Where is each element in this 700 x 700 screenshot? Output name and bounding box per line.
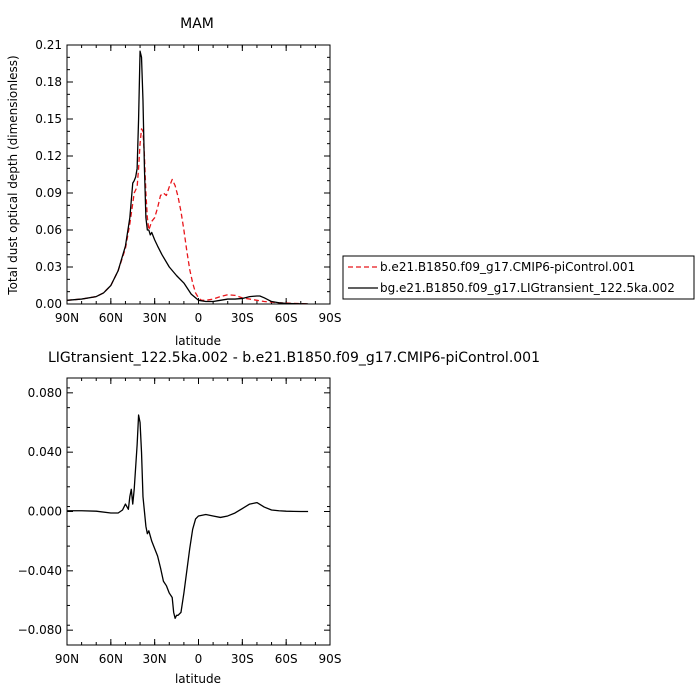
bottom-x-tick-label: 30S (231, 652, 254, 666)
top-x-tick-label: 60S (275, 311, 298, 325)
top-series-group (66, 50, 309, 305)
top-x-axis-label: latitude (175, 334, 221, 348)
top-y-tick-label: 0.18 (35, 75, 62, 89)
bottom-series-group (67, 414, 309, 619)
legend: b.e21.B1850.f09_g17.CMIP6-piControl.001 … (342, 255, 695, 300)
top-x-tick-label: 30S (231, 311, 254, 325)
bottom-y-tick-label: −0.080 (18, 623, 62, 637)
top-plot-frame (66, 44, 331, 305)
bottom-x-tick-label: 30N (143, 652, 167, 666)
bottom-y-tick-label: 0.080 (28, 386, 62, 400)
top-y-ticks: 0.00 0.03 0.06 0.09 0.12 0.15 0.18 0.21 (35, 38, 330, 311)
bottom-y-tick-label: 0.040 (28, 445, 62, 459)
bottom-y-tick-label: −0.040 (18, 564, 62, 578)
top-y-tick-label: 0.00 (35, 297, 62, 311)
top-series-line-bg-e21-b1850-f09-g17-ligtransient-122-5ka-002 (66, 50, 309, 305)
bottom-y-ticks: −0.080 −0.040 0.000 0.040 0.080 (18, 386, 330, 646)
top-x-tick-label: 0 (195, 311, 203, 325)
top-y-tick-label: 0.21 (35, 38, 62, 52)
top-x-tick-label: 30N (143, 311, 167, 325)
top-y-tick-label: 0.09 (35, 186, 62, 200)
bottom-panel: LIGtransient_122.5ka.002 - b.e21.B1850.f… (18, 350, 540, 686)
bottom-panel-title: LIGtransient_122.5ka.002 - b.e21.B1850.f… (48, 350, 540, 366)
bottom-series-line-series-0 (67, 414, 309, 619)
legend-label-picontrol: b.e21.B1850.f09_g17.CMIP6-piControl.001 (380, 260, 635, 274)
top-y-axis-label: Total dust optical depth (dimensionless) (6, 55, 20, 295)
top-x-tick-label: 60N (99, 311, 123, 325)
bottom-x-tick-label: 60S (275, 652, 298, 666)
bottom-y-tick-label: 0.000 (28, 505, 62, 519)
top-panel-title: MAM (180, 16, 214, 32)
top-x-ticks: 90N 60N 30N 0 30S 60S 90S (55, 45, 342, 325)
top-y-tick-label: 0.12 (35, 149, 62, 163)
top-panel: MAM 90N 60N 30N 0 30S 60S 90S 0.00 0.03 0.06 0.09… (6, 16, 341, 348)
top-y-tick-label: 0.15 (35, 112, 62, 126)
bottom-x-tick-label: 90S (319, 652, 342, 666)
legend-label-ligtransient: bg.e21.B1850.f09_g17.LIGtransient_122.5k… (380, 281, 675, 295)
top-series-line-b-e21-b1850-f09-g17-cmip6-picontrol-001 (66, 128, 309, 305)
legend-box (342, 255, 695, 300)
top-x-tick-label: 90N (55, 311, 79, 325)
bottom-x-axis-label: latitude (175, 672, 221, 686)
top-y-tick-label: 0.03 (35, 260, 62, 274)
top-x-tick-label: 90S (319, 311, 342, 325)
bottom-x-tick-label: 60N (99, 652, 123, 666)
top-y-tick-label: 0.06 (35, 223, 62, 237)
bottom-x-tick-label: 90N (55, 652, 79, 666)
bottom-x-ticks: 90N 60N 30N 0 30S 60S 90S (55, 378, 342, 666)
bottom-x-tick-label: 0 (195, 652, 203, 666)
